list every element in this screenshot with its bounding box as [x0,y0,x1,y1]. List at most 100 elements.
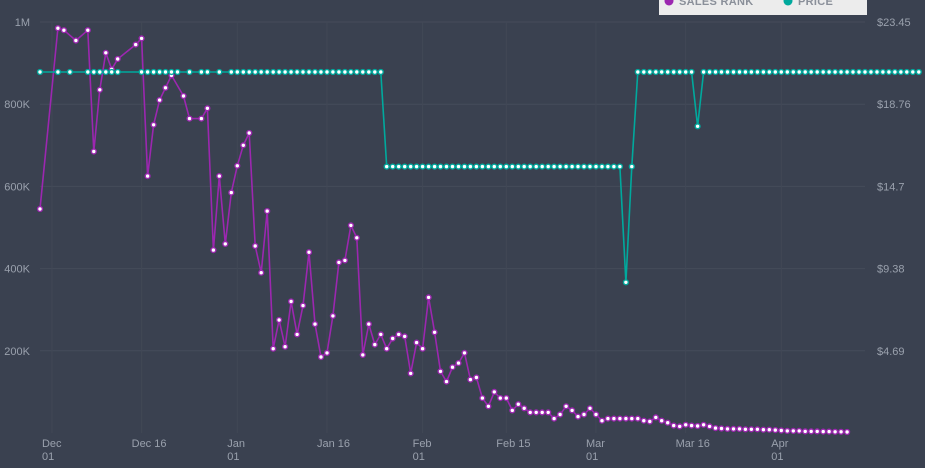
sales-rank-point [240,142,247,149]
price-point [299,68,307,76]
price-point [646,68,653,76]
price-point [730,68,737,76]
sales-rank-point [341,257,349,264]
price-point [455,163,462,170]
x-tick-label-line2: 01 [586,451,598,463]
price-point [419,163,426,170]
price-point [449,163,456,170]
price-point [754,68,761,76]
sales-rank-point [371,341,378,348]
y-left-tick-label: 1M [15,17,30,29]
price-point [610,163,618,170]
sales-rank-point [144,173,151,180]
sales-rank-point [778,427,785,434]
sales-rank-point [664,419,671,426]
price-point [628,163,635,170]
sales-rank-point [150,121,157,128]
sales-rank-point [485,403,492,410]
price-point [491,163,498,170]
sales-rank-point [329,312,337,320]
price-point [198,68,205,76]
price-point [814,68,821,76]
sales-rank-point [389,335,396,342]
sales-rank-point [425,294,432,301]
sales-rank-point [246,129,253,137]
legend-box[interactable]: SALES RANK PRICE [659,0,867,15]
price-point [574,163,582,170]
sales-rank-point [802,428,809,435]
price-point [497,163,504,170]
price-point [658,68,665,76]
sales-rank-point [299,302,307,309]
sales-rank-point [479,395,486,402]
sales-rank-point [568,407,576,414]
legend-marker-price [783,0,793,6]
sales-rank-point [808,428,815,435]
sales-rank-point [102,49,109,56]
sales-rank-point [616,415,624,422]
price-point [150,68,157,76]
sales-rank-point [276,316,283,324]
sales-rank-point [742,426,749,433]
sales-rank-point [383,345,390,352]
sales-rank-point [831,428,839,435]
price-point [778,68,785,76]
sales-rank-point [598,417,606,424]
legend-item-sales-rank[interactable]: SALES RANK [664,0,754,8]
y-right-tick-label: $4.69 [877,346,905,358]
legend[interactable]: SALES RANK PRICE [659,0,867,15]
price-point [252,68,259,76]
sales-rank-point [682,421,689,428]
price-point [688,68,695,76]
sales-rank-point [843,428,851,436]
sales-rank-point [694,422,701,430]
price-point [545,163,552,170]
legend-item-price[interactable]: PRICE [783,0,834,8]
price-point [413,163,420,170]
price-point [174,68,181,76]
x-tick-label-line2: 01 [227,451,239,463]
sales-rank-point [455,360,462,367]
grid-layer [40,21,865,433]
price-point [270,68,277,76]
sales-rank-point [586,405,594,412]
price-point [539,163,546,170]
price-point [90,68,97,76]
sales-rank-point [234,162,241,169]
price-point [640,68,647,76]
price-line [40,71,919,284]
price-point [323,68,331,76]
sales-rank-point [36,205,44,213]
y-left-tick-label: 800K [4,99,30,111]
price-point [96,68,103,76]
price-point [718,68,725,76]
sales-rank-point [305,249,313,256]
price-point [114,68,121,76]
price-point [216,68,223,76]
sales-rank-point [156,96,163,104]
price-point [766,68,773,76]
sales-rank-point [467,376,474,383]
price-point [903,68,910,76]
price-point [335,68,343,76]
sales-rank-point [359,351,366,359]
sales-rank-point [646,418,653,425]
sales-rank-point [317,353,325,361]
price-point [521,163,528,170]
price-point [371,68,378,76]
price-point [796,68,803,76]
price-point [849,68,857,76]
price-point [401,163,408,170]
sales-rank-point [790,427,797,435]
price-point [527,163,534,170]
sales-rank-point [353,234,360,241]
price-point [915,68,922,76]
sales-rank-point [288,298,295,305]
price-point [473,163,480,170]
price-point [485,163,492,170]
sales-rank-point [180,92,187,100]
price-point [802,68,809,76]
sales-rank-point [204,105,211,112]
price-point [820,68,827,76]
price-point [843,68,851,76]
